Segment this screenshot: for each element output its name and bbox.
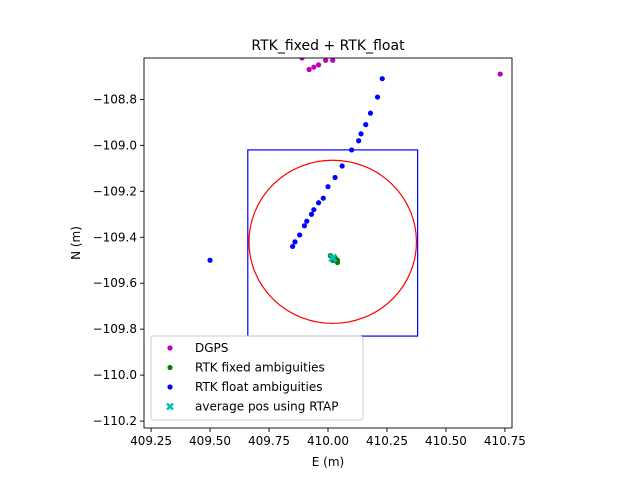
y-tick-label: −109.2 <box>93 184 137 198</box>
series-2 <box>207 76 385 263</box>
legend-label: average pos using RTAP <box>195 400 339 414</box>
data-point <box>497 71 503 77</box>
data-point <box>308 211 315 217</box>
plot-content <box>207 58 503 337</box>
data-point <box>325 184 331 190</box>
y-tick-label: −109.8 <box>93 322 137 336</box>
data-point <box>301 223 308 229</box>
y-tick-label: −109.4 <box>93 230 137 244</box>
data-point <box>330 58 336 63</box>
series-0 <box>299 58 503 77</box>
legend-label: DGPS <box>195 341 228 355</box>
data-point <box>379 76 385 82</box>
plot-area <box>143 57 513 429</box>
x-tick-label: 409.50 <box>189 434 231 448</box>
y-tick-label: −110.0 <box>93 368 137 382</box>
legend-box <box>150 335 364 421</box>
legend: DGPS RTK fixed ambiguities RTK float ambig… <box>150 335 364 421</box>
legend-marker <box>167 345 173 351</box>
legend-label: RTK fixed ambiguities <box>195 361 325 375</box>
data-point <box>339 163 345 169</box>
data-point <box>332 174 338 181</box>
y-axis-ticks: −108.8 −109.0 −109.2 −109.4 −109.6 −109.8 −110… <box>93 92 144 428</box>
x-tick-label: 410.00 <box>307 434 349 448</box>
x-axis-ticks: 409.25 409.50 409.75 410.00 410.25 410.50 410.… <box>130 428 526 448</box>
data-point <box>348 147 355 153</box>
threshold-circle <box>248 159 418 325</box>
data-point <box>292 239 298 245</box>
data-point <box>290 243 296 250</box>
legend-marker <box>167 364 173 371</box>
data-point <box>334 257 341 263</box>
data-point <box>297 232 303 238</box>
data-point <box>367 110 374 116</box>
data-point <box>315 62 322 68</box>
data-point <box>311 207 317 213</box>
x-tick-label: 409.25 <box>130 434 172 448</box>
y-tick-label: −109.6 <box>93 276 137 290</box>
x-tick-label: 409.75 <box>248 434 290 448</box>
data-point <box>207 257 213 263</box>
data-point <box>306 66 312 73</box>
y-tick-label: −110.2 <box>93 414 137 428</box>
data-point <box>358 131 364 137</box>
legend-marker <box>167 384 173 390</box>
data-point <box>356 138 362 144</box>
x-tick-label: 410.50 <box>425 434 467 448</box>
y-tick-label: −108.8 <box>93 92 137 106</box>
data-point <box>363 122 369 128</box>
data-point <box>315 200 322 206</box>
x-axis-label: E (m) <box>312 455 344 469</box>
series-3 <box>328 253 338 263</box>
legend-marker <box>166 402 174 411</box>
y-axis-label: N (m) <box>69 226 83 260</box>
x-tick-label: 410.25 <box>366 434 408 448</box>
data-point <box>323 58 329 63</box>
data-point <box>304 218 310 224</box>
data-point <box>299 58 305 61</box>
x-tick-label: 410.75 <box>484 434 526 448</box>
data-point <box>320 195 326 201</box>
legend-label: RTK float ambiguities <box>195 380 322 394</box>
chart-title: RTK_fixed + RTK_float <box>251 38 405 54</box>
y-tick-label: −109.0 <box>93 138 137 152</box>
data-point <box>311 64 317 70</box>
data-point <box>374 94 381 100</box>
data-point <box>328 253 338 263</box>
